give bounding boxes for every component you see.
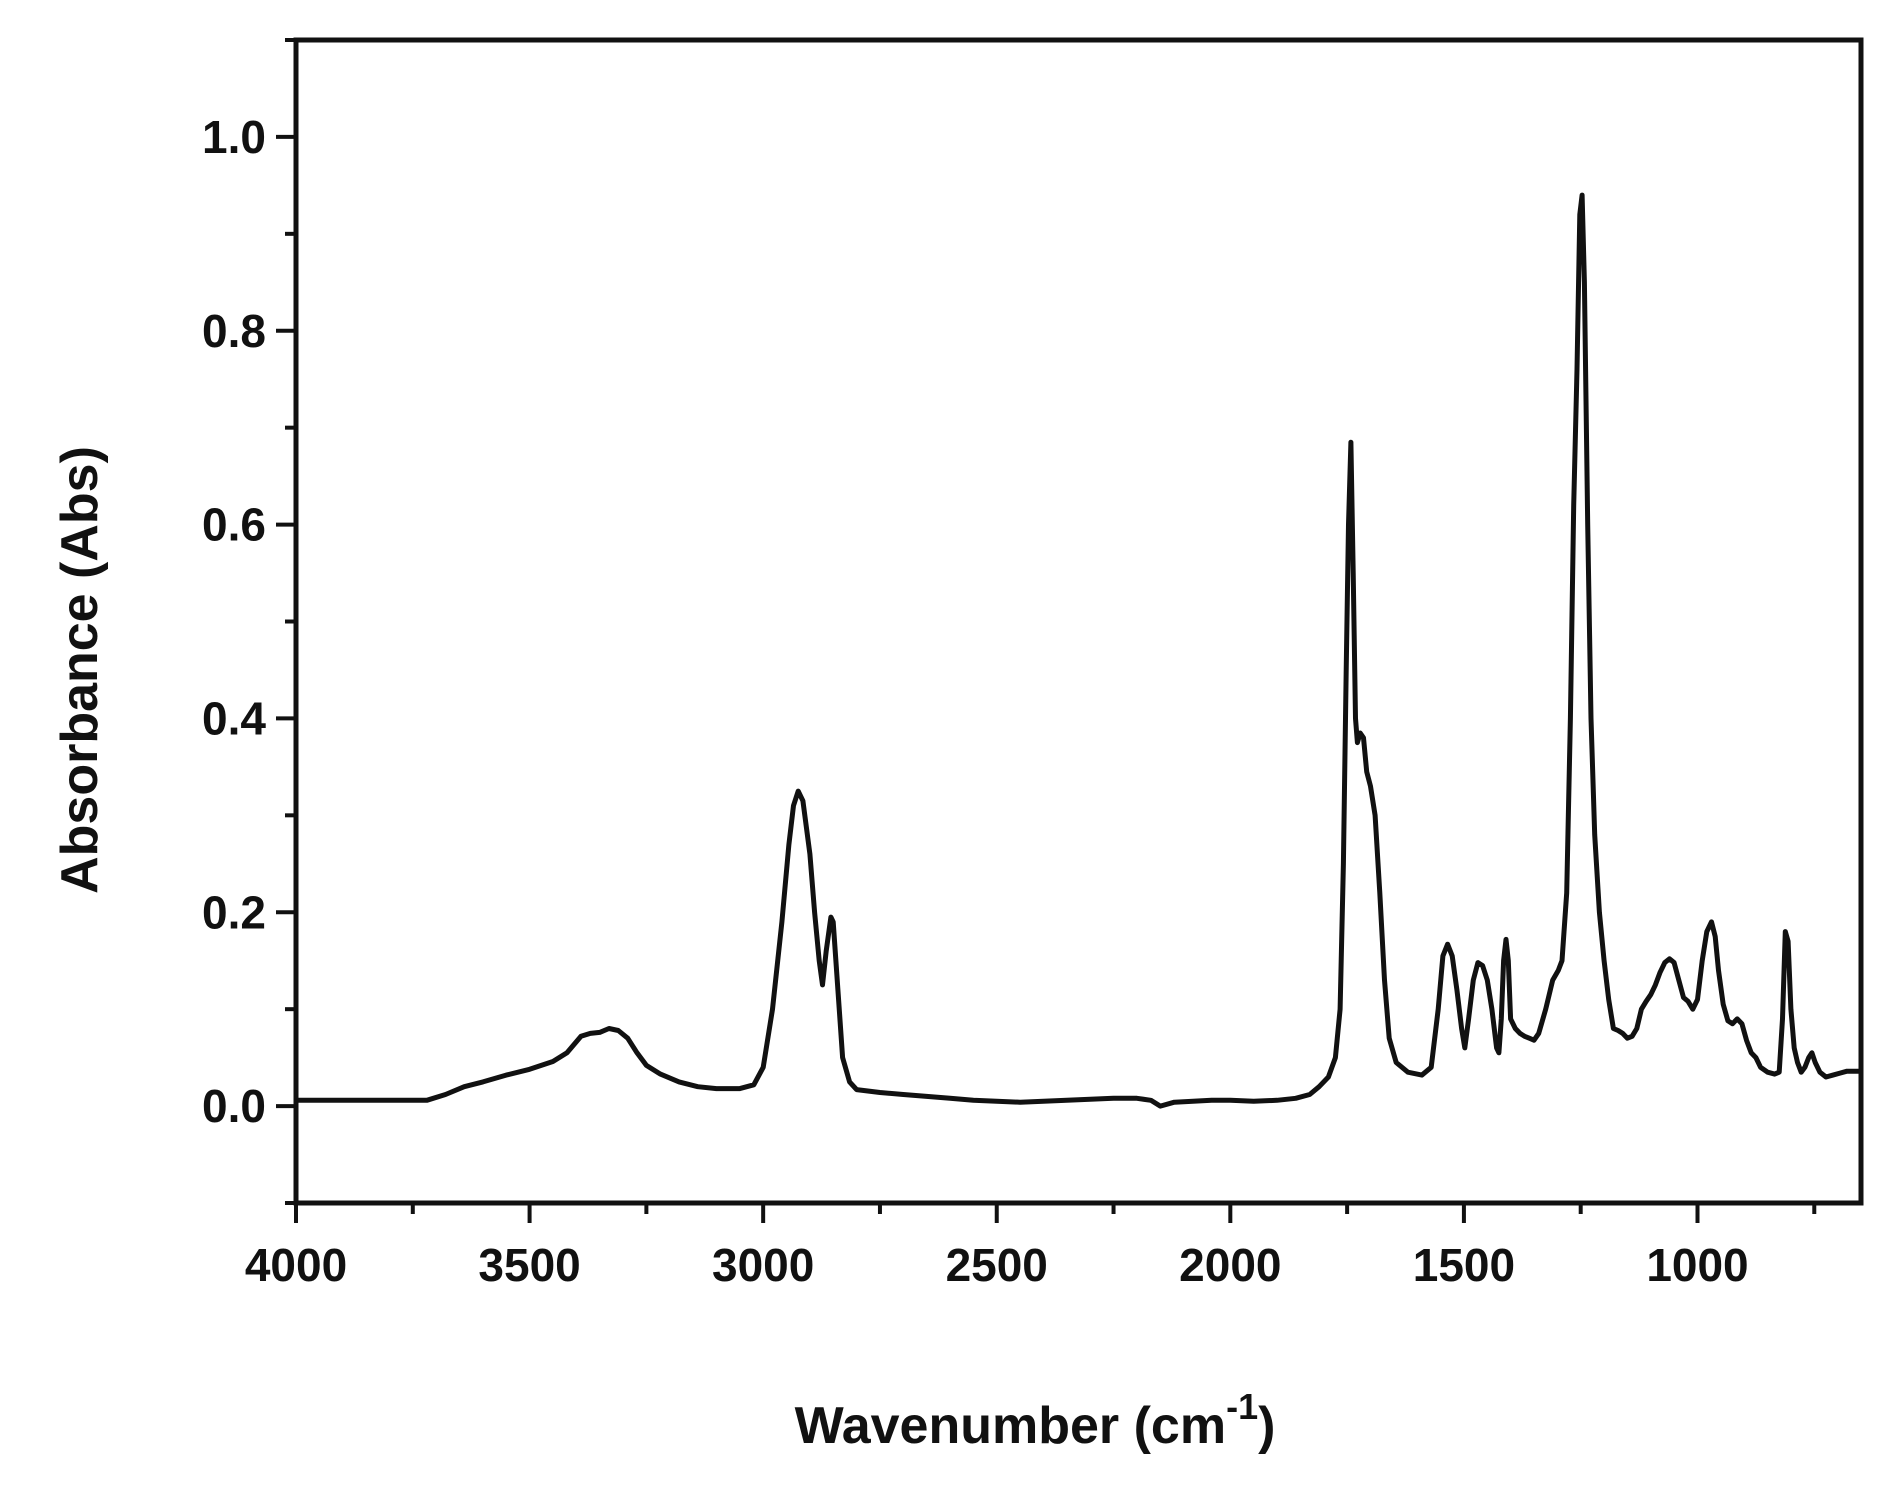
x-tick-label: 1500 <box>1413 1239 1515 1291</box>
y-tick-label: 0.0 <box>202 1080 266 1132</box>
x-tick-label: 3000 <box>712 1239 814 1291</box>
absorbance-spectrum-line <box>293 192 1862 1109</box>
x-tick-label: 2500 <box>946 1239 1048 1291</box>
y-tick-label: 1.0 <box>202 111 266 163</box>
y-axis-title: Absorbance (Abs) <box>51 446 109 894</box>
x-tick-label: 4000 <box>245 1239 347 1291</box>
y-tick-label: 0.8 <box>202 305 266 357</box>
x-axis-title-suffix: ) <box>1258 1397 1275 1455</box>
y-ticks: 0.0 0.2 0.4 0.6 0.8 1.0 <box>202 38 296 1205</box>
x-axis-title: Wavenumber (cm-1) <box>795 1386 1276 1455</box>
y-tick-label: 0.6 <box>202 499 266 551</box>
x-axis-title-text: Wavenumber (cm <box>795 1397 1227 1455</box>
plot-frame <box>293 37 1864 1206</box>
y-tick-label: 0.2 <box>202 886 266 938</box>
x-axis-title-superscript: -1 <box>1226 1386 1258 1427</box>
x-tick-label: 2000 <box>1179 1239 1281 1291</box>
y-tick-label: 0.4 <box>202 692 266 744</box>
x-ticks: 4000 3500 3000 2500 2000 1500 1000 <box>245 1203 1817 1291</box>
x-tick-label: 3500 <box>478 1239 580 1291</box>
x-tick-label: 1000 <box>1646 1239 1748 1291</box>
svg-text:Wavenumber (cm-1): Wavenumber (cm-1) <box>795 1386 1276 1455</box>
